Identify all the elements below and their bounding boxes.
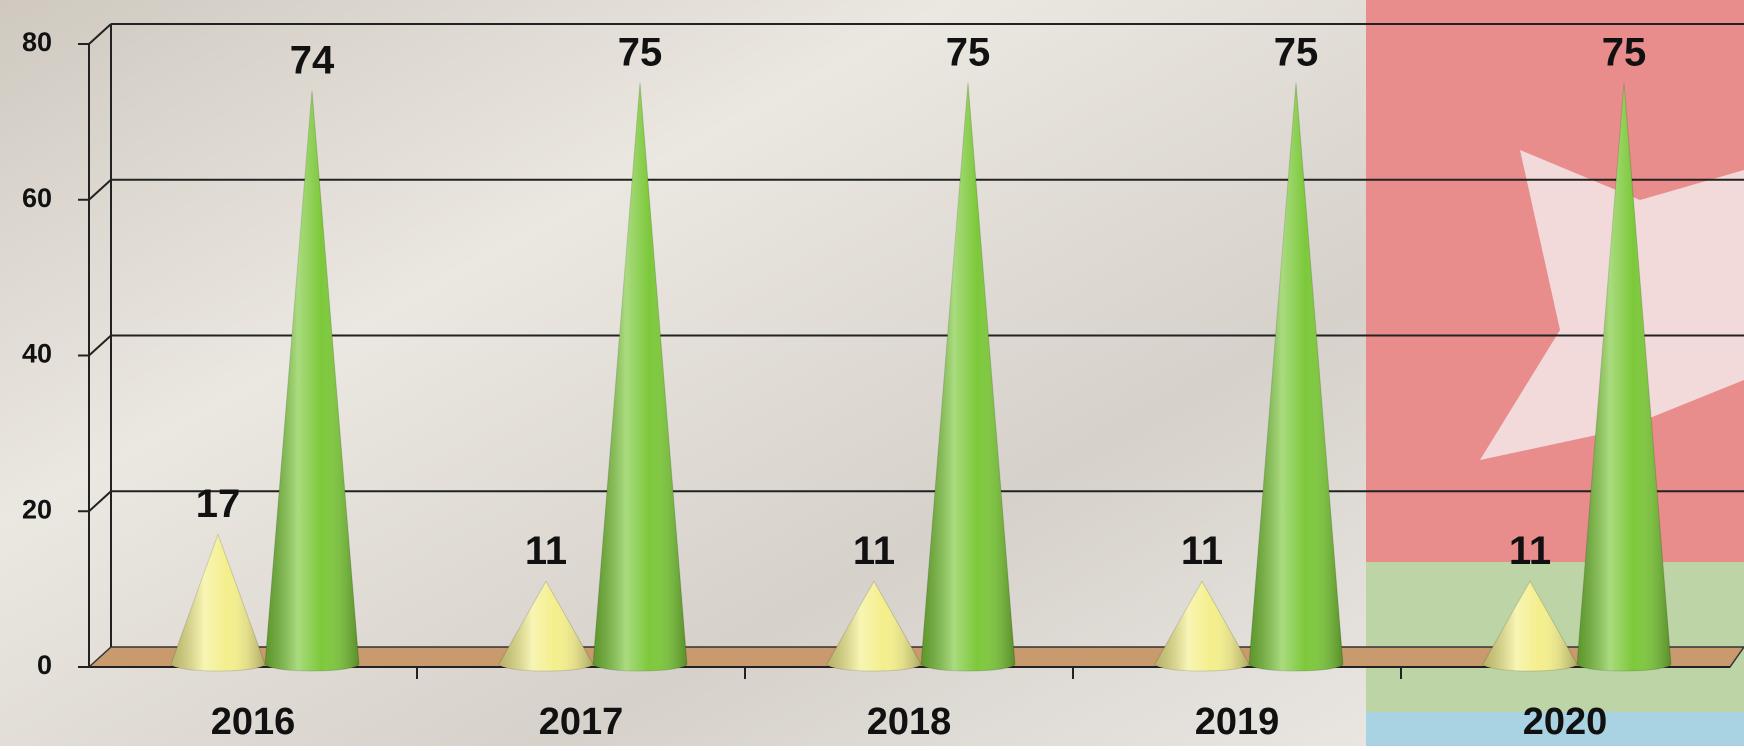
cone-shade <box>1577 82 1671 671</box>
y-tick-label: 80 <box>22 27 52 57</box>
grid-diag <box>88 334 112 357</box>
grid-diag <box>88 23 112 45</box>
cone-shade <box>593 82 687 671</box>
value-label: 11 <box>1509 529 1551 573</box>
grid-diag <box>88 490 112 512</box>
x-tick-label: 2020 <box>1523 701 1608 743</box>
value-label: 17 <box>196 482 241 526</box>
value-label: 75 <box>946 31 991 75</box>
cone-shade <box>171 534 265 671</box>
y-tick-label: 0 <box>37 650 52 680</box>
x-tick-label: 2019 <box>1195 701 1280 743</box>
value-label: 75 <box>1274 31 1319 75</box>
value-label: 11 <box>525 529 567 573</box>
value-label: 75 <box>618 31 663 75</box>
cone-shade <box>921 82 1015 671</box>
x-tick-label: 2018 <box>867 701 952 743</box>
cone-shade <box>1249 82 1343 671</box>
cone-shade <box>265 90 359 672</box>
value-label: 74 <box>290 38 335 82</box>
x-tick-label: 2017 <box>539 701 624 743</box>
grid-diag <box>88 179 112 201</box>
cone-shade <box>499 581 593 671</box>
value-label: 11 <box>853 529 895 573</box>
value-label: 11 <box>1181 529 1223 573</box>
background-blue <box>1366 712 1744 746</box>
value-label: 75 <box>1602 31 1647 75</box>
cone-shade <box>827 581 921 671</box>
y-tick-label: 40 <box>22 339 52 369</box>
y-tick-label: 20 <box>22 494 52 524</box>
cone-shade <box>1483 581 1577 671</box>
y-tick-label: 60 <box>22 183 52 213</box>
cone-shade <box>1155 581 1249 671</box>
x-tick-label: 2016 <box>211 701 296 743</box>
